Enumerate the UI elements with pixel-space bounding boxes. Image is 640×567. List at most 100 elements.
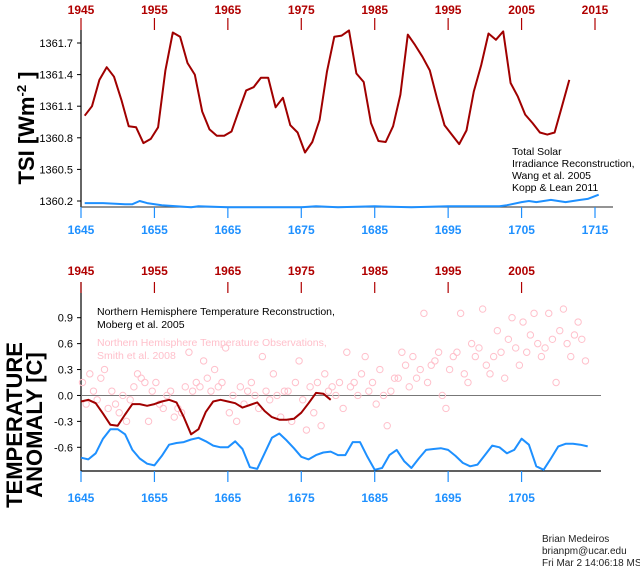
tsi-y-label-main: TSI [Wm [14,97,39,185]
observation-point [416,365,424,374]
observation-point [310,409,318,417]
top-x-tick-label: 1965 [215,3,242,17]
observation-point [523,348,531,356]
observation-point [133,370,142,378]
top-x-tick-label: 1995 [435,264,462,278]
observation-point [453,348,461,356]
legend-smith-line: Smith et al. 2008 [97,350,176,362]
observation-point [148,387,156,395]
bottom-x-tick-label: 1705 [508,223,535,237]
observation-point [280,387,289,395]
observation-point [302,426,311,434]
observation-point [534,339,542,348]
observation-point [258,352,267,361]
observation-point [332,391,340,400]
observation-point [578,335,586,343]
observation-point [111,400,120,408]
y-tick-label: 0.6 [58,339,73,351]
observation-point [460,370,468,378]
bottom-x-tick-label: 1645 [68,491,95,505]
blue-series-line [80,428,588,471]
observation-point [412,374,421,382]
observation-point [192,378,200,387]
observation-point [86,370,94,378]
observation-point [563,339,571,348]
bottom-x-tick-label: 1695 [435,491,462,505]
red-series-line [83,29,571,154]
observation-point [163,391,171,400]
observation-point [188,387,197,395]
temperature-y-axis-label-2: ANOMALY [C] [22,352,47,497]
top-x-tick-label: 1975 [288,3,315,17]
observation-point [357,370,366,378]
bottom-x-tick-label: 1705 [508,491,535,505]
observation-point [247,378,256,387]
observation-point [284,387,292,395]
legend: Northern Hemisphere Temperature Reconstr… [97,306,335,362]
observation-point [324,387,333,395]
bottom-x-tick-label: 1665 [215,223,242,237]
legend-moberg-line: Northern Hemisphere Temperature Reconstr… [97,306,335,318]
observation-point [236,383,245,391]
observation-point [346,383,355,391]
top-x-tick-label: 1955 [141,264,168,278]
observation-point [552,378,560,387]
footer-name: Brian Medeiros [542,534,609,545]
bottom-x-tick-label: 1715 [582,223,609,237]
observation-point [119,391,127,400]
bottom-x-tick-label: 1665 [215,491,242,505]
observation-point [449,352,457,361]
observation-point [537,352,546,361]
observation-point [269,370,278,378]
observation-point [335,378,344,387]
legend-smith-line: Northern Hemisphere Temperature Observat… [97,337,327,349]
top-x-tick-label: 1945 [68,264,95,278]
observation-point [221,344,230,352]
observation-point [328,383,336,391]
y-tick-label: 1360.8 [39,133,73,145]
observation-point [482,361,491,369]
observation-point [141,378,149,387]
observation-point [266,396,274,404]
observation-point [387,387,395,395]
observation-point [100,365,109,374]
observation-point [97,374,105,382]
observation-point [108,387,116,395]
bottom-x-tick-label: 1695 [435,223,462,237]
legend-moberg-line: Moberg et al. 2005 [97,319,185,331]
observation-point [177,409,186,417]
observation-point [475,344,483,352]
top-x-tick-label: 1985 [361,264,388,278]
observation-point [368,378,377,387]
observation-point [511,344,520,352]
blue-series-line [84,193,600,209]
observation-point [489,352,498,361]
observation-point [526,331,535,339]
y-tick-label: -0.6 [54,442,73,454]
observation-point [394,374,402,382]
observation-point [456,309,465,318]
tsi-annotation-line: Irradiance Reconstruction, [512,158,635,170]
tsi-panel: TSI [Wm-2 ] Total Solar Irradiance Recon… [14,3,635,237]
observation-point [372,400,380,408]
observation-point [317,422,325,430]
observation-point [442,404,450,413]
observation-point [478,305,487,313]
observation-point [321,370,329,378]
observation-point [420,309,428,318]
top-x-tick-label: 2005 [508,3,535,17]
observation-point [379,391,388,400]
observation-point [405,383,413,391]
tsi-annotation: Total Solar Irradiance Reconstruction, W… [512,146,635,194]
observation-point [545,309,553,318]
top-x-tick-label: 1945 [68,3,95,17]
observation-point [445,365,454,374]
observation-point [361,352,369,361]
observation-point [126,396,134,404]
observation-point [262,387,270,395]
tsi-annotation-line: Total Solar [512,146,562,158]
observation-point [181,383,189,391]
observation-point [471,352,480,361]
footer-email: brianpm@ucar.edu [542,546,627,557]
top-x-tick-label: 1955 [141,3,168,17]
